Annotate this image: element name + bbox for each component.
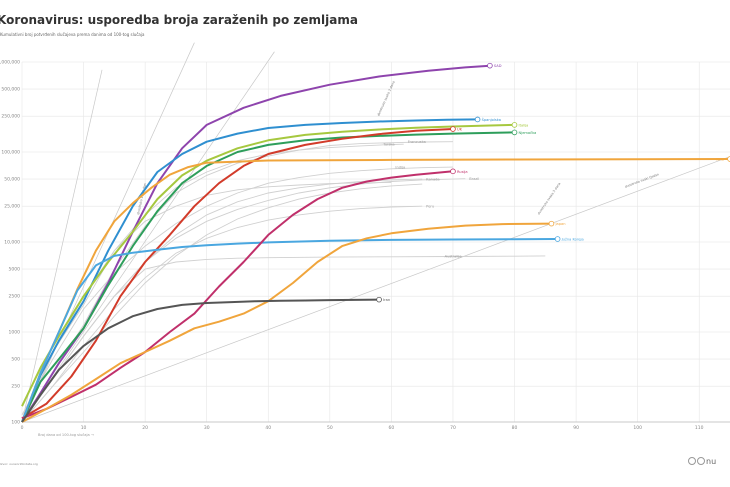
y-tick-label: 50,000 bbox=[4, 177, 20, 183]
series-line-background bbox=[21, 205, 423, 423]
series-end-marker bbox=[511, 122, 518, 128]
x-tick-label: 10 bbox=[81, 425, 87, 431]
doubling-guide-label: dvostruko svaki tjedan bbox=[624, 172, 659, 188]
series-line bbox=[21, 170, 454, 420]
doubling-guide-label: dvostruko svaka 3 dana bbox=[537, 182, 562, 216]
y-tick-label: 500,000 bbox=[1, 87, 20, 93]
series-end-label: Italija bbox=[519, 123, 529, 127]
series-end-label: Japan bbox=[554, 222, 565, 226]
y-tick-label: 500 bbox=[11, 357, 20, 363]
doubling-guide-label: dvostruko svaka 2 dana bbox=[376, 80, 395, 116]
axes: 10025050010002500500010,00025,00050,0001… bbox=[0, 60, 730, 437]
series-end-label: Brazil bbox=[469, 177, 479, 181]
logo-ring-icon bbox=[697, 457, 705, 465]
x-tick-label: 110 bbox=[695, 425, 704, 431]
series-end-label: Turska bbox=[382, 143, 395, 147]
series-line-background bbox=[21, 143, 404, 423]
series-labels: SAD Španjolska Italija Njemačka UK Kina Južna … bbox=[382, 64, 724, 302]
x-tick-label: 80 bbox=[512, 425, 518, 431]
series-end-marker bbox=[548, 220, 555, 227]
series-end-label: Australija bbox=[445, 254, 462, 258]
x-tick-label: 70 bbox=[450, 425, 456, 431]
series-end-marker bbox=[376, 296, 382, 303]
series-end-marker bbox=[554, 236, 561, 242]
y-tick-label: 250 bbox=[11, 384, 20, 390]
y-tick-label: 2500 bbox=[9, 294, 21, 300]
series-line bbox=[21, 123, 515, 407]
highlighted-series bbox=[21, 62, 730, 423]
series-end-marker bbox=[450, 126, 456, 132]
source-note: Izvor: ourworldindata.org bbox=[0, 462, 38, 466]
series-end-label: SAD bbox=[494, 64, 502, 68]
series-line bbox=[21, 118, 478, 423]
series-end-marker bbox=[474, 116, 481, 123]
x-tick-label: 30 bbox=[204, 425, 210, 431]
y-tick-label: 100,000 bbox=[1, 150, 20, 156]
doubling-guide-line bbox=[21, 51, 275, 423]
series-line bbox=[21, 128, 454, 420]
series-end-marker bbox=[511, 129, 518, 136]
doubling-guides: dvostruko svaki dan dvostruko svaka 2 dan… bbox=[21, 42, 730, 423]
series-end-marker bbox=[450, 168, 456, 175]
background-series bbox=[21, 141, 546, 423]
doubling-guide-line bbox=[21, 156, 730, 423]
series-end-label: Njemačka bbox=[519, 131, 537, 135]
series-line bbox=[21, 238, 558, 423]
series-end-marker bbox=[487, 62, 493, 69]
series-end-label: Iran bbox=[383, 298, 390, 302]
x-tick-label: 50 bbox=[327, 425, 333, 431]
y-tick-label: 100 bbox=[11, 420, 20, 426]
x-tick-label: 40 bbox=[265, 425, 271, 431]
x-tick-label: 20 bbox=[142, 425, 148, 431]
series-end-label: Španjolska bbox=[482, 117, 501, 122]
series-end-label: Rusija bbox=[457, 170, 468, 174]
series-line-background bbox=[21, 166, 454, 416]
series-end-label: Peru bbox=[426, 205, 434, 209]
x-axis-label: Broj dana od 100-tog slučaja → bbox=[38, 433, 94, 437]
y-tick-label: 10,000 bbox=[4, 240, 20, 246]
chart-title: Koronavirus: usporedba broja zaraženih p… bbox=[0, 13, 358, 27]
series-end-label: Indija bbox=[395, 166, 405, 170]
series-line-background bbox=[21, 141, 454, 423]
x-tick-label: 0 bbox=[21, 425, 24, 431]
series-line bbox=[21, 298, 380, 423]
doubling-guide-line bbox=[21, 69, 103, 423]
chart-subtitle: Kumulativni broj potvrđenih slučajeva pr… bbox=[0, 32, 145, 37]
series-end-label: UK bbox=[457, 128, 463, 132]
y-tick-label: 5000 bbox=[9, 267, 21, 273]
y-tick-label: 1,000,000 bbox=[0, 60, 20, 66]
logo-ring-icon bbox=[688, 457, 696, 465]
logo-text: nu bbox=[706, 457, 717, 466]
series-line-background bbox=[21, 183, 423, 423]
y-tick-label: 1000 bbox=[9, 330, 21, 336]
y-tick-label: 250,000 bbox=[1, 114, 20, 120]
series-end-label: Južna Koreja bbox=[561, 237, 584, 241]
x-tick-label: 100 bbox=[633, 425, 642, 431]
series-line-background bbox=[21, 255, 546, 419]
series-line bbox=[21, 131, 515, 423]
series-end-label: Kanada bbox=[426, 178, 439, 182]
x-tick-label: 90 bbox=[573, 425, 579, 431]
series-end-label: Francuska bbox=[408, 140, 426, 144]
doubling-guide-label: dvostruko svaki dan bbox=[136, 183, 147, 215]
series-line bbox=[21, 222, 552, 423]
series-line bbox=[21, 64, 490, 423]
x-tick-label: 60 bbox=[389, 425, 395, 431]
brand-logo: nu bbox=[688, 457, 716, 466]
series-line-background bbox=[21, 178, 466, 423]
y-tick-label: 25,000 bbox=[4, 204, 20, 210]
series-end-label: Kina bbox=[716, 158, 724, 162]
